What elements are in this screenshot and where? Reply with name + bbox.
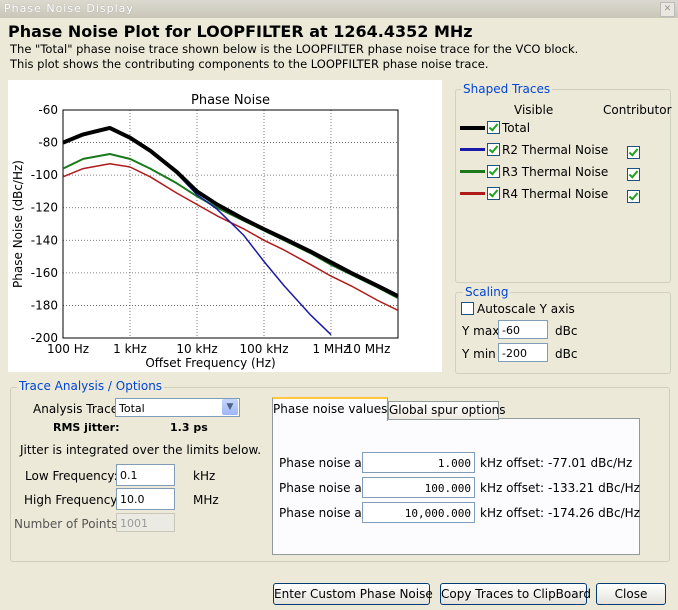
button[interactable]: Close [596, 583, 666, 605]
title-bar: Phase Noise Display [0, 0, 678, 18]
column-header: Visible [514, 103, 554, 117]
chart: Phase Noise Offset Frequency (Hz) Phase No… [8, 80, 442, 372]
y-tick-label: -140 [31, 233, 58, 247]
offset-unit: kHz offset: [480, 456, 545, 470]
unit: dBc [555, 347, 578, 361]
analysis-trace-select[interactable]: Total [115, 398, 240, 417]
y-tick-label: -60 [38, 103, 58, 117]
plot-frame [62, 109, 399, 339]
analysis-trace-label: Analysis Trace: [33, 402, 123, 416]
group-label: Scaling [463, 285, 511, 299]
checkbox[interactable] [627, 146, 640, 159]
offset-unit: kHz offset: [480, 481, 545, 495]
checkbox[interactable] [627, 168, 640, 181]
legend-label: R3 Thermal Noise [502, 165, 609, 179]
y-tick-label: -100 [31, 168, 58, 182]
y-axis-label: Phase Noise (dBc/Hz) [11, 160, 25, 288]
series-line [63, 125, 398, 298]
button[interactable]: Enter Custom Phase Noise [273, 583, 433, 605]
offset-unit: kHz offset: [480, 506, 545, 520]
unit: dBc [555, 324, 578, 338]
group-label: Trace Analysis / Options [17, 379, 165, 393]
jitter-note: Jitter is integrated over the limits bel… [20, 443, 262, 457]
y-tick-label: -80 [38, 136, 58, 150]
description: This plot shows the contributing compone… [10, 57, 489, 71]
legend-swatch [460, 170, 485, 173]
x-tick-label: 1 MHz [312, 342, 349, 356]
legend-swatch [460, 148, 485, 151]
result: -133.21 dBc/Hz [548, 481, 640, 495]
y-tick-label: -200 [31, 331, 58, 345]
field-label: Number of Points: [14, 517, 122, 531]
x-tick-label: 10 kHz [176, 342, 217, 356]
x-tick-label: 100 Hz [47, 342, 89, 356]
heading: Phase Noise Plot for LOOPFILTER at 1264.… [8, 22, 473, 41]
description: The "Total" phase noise trace shown belo… [10, 42, 579, 56]
field-input[interactable]: 10.0 [116, 488, 175, 510]
group-label: Shaped Traces [461, 82, 553, 96]
checkbox[interactable] [487, 165, 500, 178]
field-unit: MHz [193, 493, 219, 507]
checkbox[interactable] [487, 187, 500, 200]
scaling-group [455, 292, 671, 374]
autoscale-label: Autoscale Y axis [477, 302, 575, 316]
tab[interactable]: Global spur options [388, 401, 506, 420]
checkbox[interactable] [627, 190, 640, 203]
y-tick-label: -120 [31, 201, 58, 215]
field-label: High Frequency: [24, 493, 121, 507]
shaped-traces-group [455, 89, 671, 283]
x-tick-label: 100 kHz [240, 342, 289, 356]
offset-input[interactable]: 100.000 [362, 477, 475, 498]
offset-input[interactable]: 1.000 [362, 452, 475, 473]
rms-jitter-value: 1.3 ps [170, 421, 208, 434]
field-input[interactable]: 0.1 [116, 464, 175, 486]
ymax-input[interactable]: -60 [498, 320, 548, 339]
legend-label: R2 Thermal Noise [502, 143, 609, 157]
result: -174.26 dBc/Hz [548, 506, 640, 520]
field-unit: kHz [193, 469, 216, 483]
legend-label: Total [502, 121, 531, 135]
result: -77.01 dBc/Hz [548, 456, 633, 470]
x-tick-label: 1 kHz [113, 342, 147, 356]
ymin-label: Y min [462, 347, 496, 361]
column-header: Contributor [603, 103, 672, 117]
trace-analysis-group [10, 387, 670, 562]
row-label: Phase noise at [279, 481, 367, 495]
chart-title: Phase Noise [191, 93, 270, 108]
checkbox[interactable] [461, 302, 474, 315]
ymin-input[interactable]: -200 [498, 343, 548, 362]
y-tick-label: -160 [31, 266, 58, 280]
window-title: Phase Noise Display [4, 2, 134, 15]
plot-area [63, 110, 398, 338]
ymax-label: Y max [462, 324, 500, 338]
button[interactable]: Copy Traces to ClipBoard [440, 583, 591, 605]
legend-swatch [460, 126, 485, 130]
legend-swatch [460, 192, 485, 195]
field-label: Low Frequency: [25, 469, 118, 483]
tab[interactable]: Phase noise values [272, 397, 388, 421]
offset-input[interactable]: 10,000.000 [362, 502, 475, 523]
row-label: Phase noise at [279, 506, 367, 520]
legend-label: R4 Thermal Noise [502, 187, 609, 201]
rms-jitter-label: RMS jitter: [53, 421, 120, 434]
field-input: 1001 [116, 513, 175, 532]
y-tick-label: -180 [31, 298, 58, 312]
x-tick-label: 10 MHz [346, 342, 391, 356]
close-x[interactable]: ✕ [660, 2, 675, 17]
row-label: Phase noise at [279, 456, 367, 470]
checkbox[interactable] [487, 143, 500, 156]
checkbox[interactable] [487, 121, 500, 134]
x-axis-label: Offset Frequency (Hz) [145, 356, 275, 370]
dropdown-arrow[interactable]: ▼ [222, 399, 238, 415]
